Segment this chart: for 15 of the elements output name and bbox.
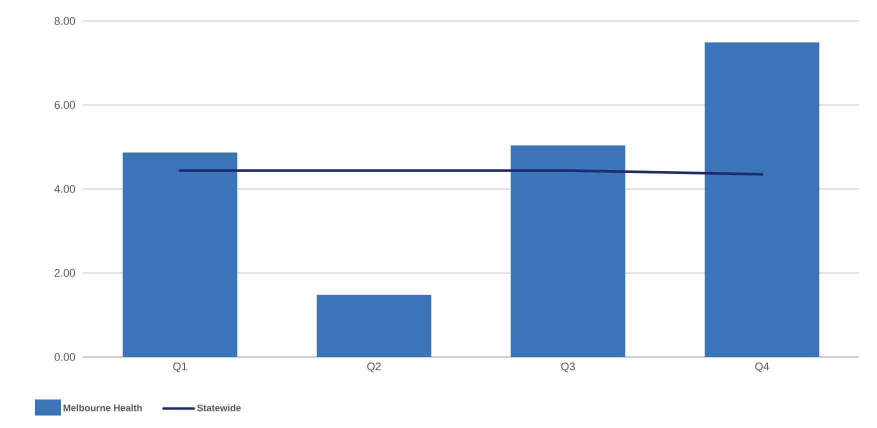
bar xyxy=(316,294,432,357)
bar xyxy=(510,145,626,357)
x-tick-label: Q1 xyxy=(173,362,187,372)
legend-label: Melbourne Health xyxy=(64,404,142,412)
y-tick-label: 6.00 xyxy=(54,101,76,109)
x-tick-label: Q4 xyxy=(755,362,769,372)
x-tick-label: Q2 xyxy=(367,362,381,372)
y-tick-label: 4.00 xyxy=(54,185,76,193)
legend-label: Statewide xyxy=(197,404,241,412)
y-tick-label: 2.00 xyxy=(54,269,76,277)
bar xyxy=(704,42,820,357)
bar xyxy=(122,152,238,357)
y-tick-label: 0.00 xyxy=(54,353,76,361)
x-tick-label: Q3 xyxy=(561,362,575,372)
y-tick-label: 8.00 xyxy=(54,17,76,25)
